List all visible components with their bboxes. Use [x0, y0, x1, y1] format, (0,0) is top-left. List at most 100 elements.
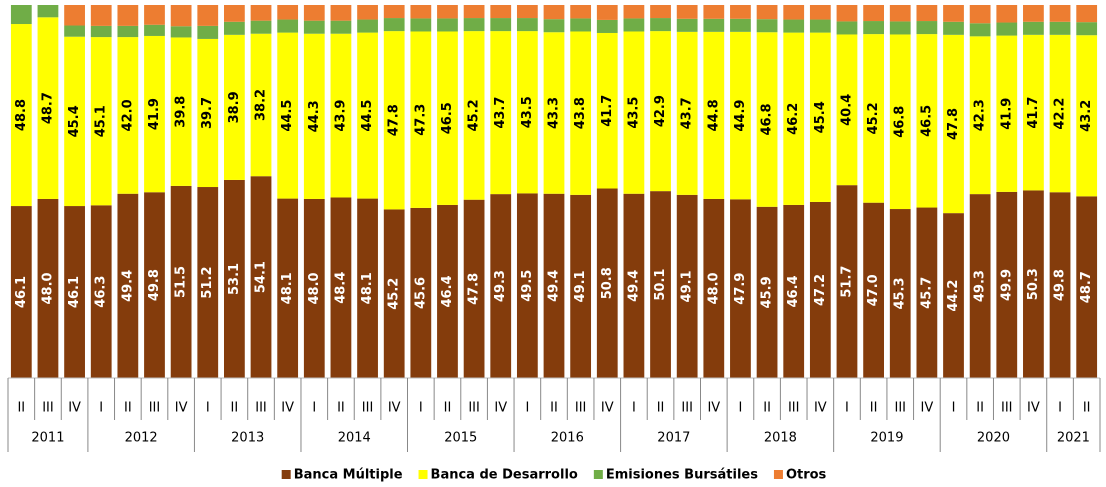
bar-segment [250, 5, 272, 21]
bar-segment [90, 205, 112, 378]
data-label: 46.4 [786, 275, 801, 307]
year-label: 2014 [338, 431, 371, 446]
bar-segment [1023, 190, 1044, 378]
bar-segment [570, 31, 592, 195]
data-label: 48.0 [40, 272, 55, 304]
x-tick-label: IV [1027, 401, 1040, 416]
data-label: 49.1 [573, 270, 588, 302]
x-tick-label: II [763, 401, 771, 416]
bar-segment [969, 23, 991, 37]
legend-label: Emisiones Bursátiles [606, 468, 758, 483]
year-label: 2011 [31, 431, 64, 446]
bar-segment [943, 5, 964, 22]
bar-segment [303, 20, 325, 34]
bar-segment [676, 194, 698, 378]
data-label: 41.9 [999, 98, 1014, 130]
bar-segment [1076, 5, 1098, 23]
bar-segment [90, 37, 112, 206]
bar-segment [836, 21, 858, 35]
year-label: 2020 [977, 431, 1010, 446]
bar-segment [117, 5, 139, 26]
bar-segment [224, 21, 245, 35]
bar-segment [1023, 5, 1044, 22]
x-tick-label: IV [601, 401, 614, 416]
bar-segment [170, 185, 192, 378]
bar-segment [969, 194, 991, 378]
data-label: 48.7 [1079, 271, 1094, 303]
bar-segment [943, 21, 964, 35]
bar-segment [90, 5, 112, 26]
bar-segment [756, 32, 778, 207]
bar-segment [357, 19, 378, 33]
data-label: 45.3 [893, 277, 908, 309]
data-label: 38.9 [227, 91, 242, 123]
bar-segment [463, 31, 485, 200]
bar-segment [703, 5, 725, 19]
x-tick-label: IV [814, 401, 827, 416]
data-label: 49.8 [147, 269, 162, 301]
data-label: 45.7 [919, 277, 934, 309]
year-label: 2017 [657, 431, 690, 446]
bar-segment [357, 32, 378, 199]
data-label: 45.2 [866, 102, 881, 134]
x-tick-label: I [312, 401, 316, 416]
bar-segment [730, 31, 751, 200]
bar-segment [330, 20, 352, 34]
bar-segment [916, 207, 938, 378]
x-tick-label: III [575, 401, 587, 416]
x-tick-label: I [419, 401, 423, 416]
bar-segment [596, 32, 618, 189]
bar-segment [410, 5, 432, 19]
x-tick-label: III [255, 401, 267, 416]
bar-segment [197, 38, 219, 188]
bar-segment [836, 34, 858, 186]
data-label: 48.1 [280, 272, 295, 304]
bar-segment [969, 5, 991, 24]
bar-segment [730, 199, 751, 378]
bar-segment [836, 185, 858, 378]
bar-segment [650, 5, 671, 19]
bar-segment [1076, 22, 1098, 36]
year-label: 2018 [764, 431, 797, 446]
data-label: 46.2 [786, 103, 801, 135]
x-tick-label: IV [921, 401, 934, 416]
data-label: 49.3 [973, 270, 988, 302]
data-label: 53.1 [227, 263, 242, 295]
year-label: 2021 [1057, 431, 1090, 446]
year-label: 2012 [125, 431, 158, 446]
bar-segment [703, 18, 725, 32]
x-tick-label: I [1058, 401, 1062, 416]
year-label: 2019 [870, 431, 903, 446]
bar-segment [570, 18, 592, 32]
data-label: 41.9 [147, 98, 162, 130]
x-tick-label: II [124, 401, 132, 416]
bar-segment [996, 191, 1018, 378]
bar-segment [889, 34, 911, 210]
data-label: 51.7 [839, 266, 854, 298]
x-tick-label: I [845, 401, 849, 416]
data-label: 46.5 [440, 102, 455, 134]
bar-segment [277, 32, 299, 199]
bar-segment [490, 31, 512, 195]
data-label: 45.1 [94, 105, 109, 137]
data-label: 46.1 [14, 276, 29, 308]
bar-segment [783, 32, 805, 205]
data-label: 43.5 [626, 97, 641, 129]
bar-segment [516, 18, 538, 32]
data-label: 44.3 [307, 100, 322, 132]
bar-segment [1023, 21, 1044, 35]
bar-segment [37, 198, 59, 378]
bar-segment [676, 31, 698, 195]
bar-segment [64, 25, 85, 37]
bar-segment [596, 19, 618, 33]
bar-segment [1049, 5, 1071, 22]
bar-segment [170, 5, 192, 27]
data-label: 47.2 [813, 274, 828, 306]
bar-segment [543, 19, 565, 33]
bar-segment [117, 25, 139, 38]
bar-segment [969, 36, 991, 195]
bar-segment [437, 204, 458, 378]
bar-segment [650, 191, 671, 378]
x-tick-label: III [362, 401, 374, 416]
